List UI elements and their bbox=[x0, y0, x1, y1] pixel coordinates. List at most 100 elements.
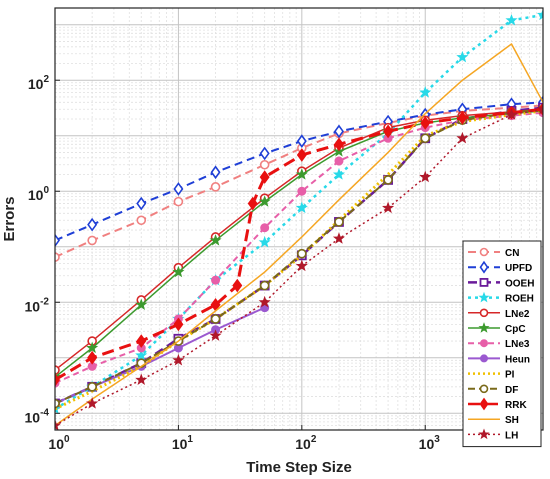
data-point-marker bbox=[480, 354, 488, 363]
plot-frame bbox=[54, 7, 544, 431]
legend-item-df: DF bbox=[468, 384, 518, 396]
data-point-marker bbox=[456, 131, 469, 144]
legend-item-rrk: RRK bbox=[468, 397, 527, 411]
data-point-marker bbox=[295, 168, 308, 180]
legend-label: CpC bbox=[505, 324, 526, 335]
data-point-marker bbox=[258, 195, 271, 207]
data-point-marker bbox=[480, 339, 488, 348]
data-point-marker bbox=[457, 110, 468, 125]
data-point-marker bbox=[210, 314, 221, 324]
legend-item-cn: CN bbox=[468, 247, 519, 259]
legend-item-cpc: CpC bbox=[468, 322, 526, 335]
legend-label: ROEH bbox=[505, 294, 534, 305]
data-point-marker bbox=[172, 353, 185, 366]
legend-item-roeh: ROEH bbox=[468, 291, 534, 305]
y-tick-label: 10-2 bbox=[25, 296, 50, 314]
data-point-marker bbox=[383, 124, 394, 139]
legend-item-pi: PI bbox=[468, 370, 515, 381]
axis-ticks: 100 101 102 103 10-4 10-2 100 102 bbox=[25, 74, 441, 452]
grid-lines bbox=[54, 7, 544, 431]
data-point-marker bbox=[173, 317, 184, 332]
data-point-marker bbox=[55, 252, 60, 262]
legend-item-upfd: UPFD bbox=[468, 260, 532, 274]
data-point-marker bbox=[478, 291, 490, 303]
legend-item-ooeh: OOEH bbox=[468, 277, 534, 289]
legend-item-heun: Heun bbox=[468, 354, 530, 365]
data-point-marker bbox=[333, 137, 344, 152]
data-point-marker bbox=[209, 234, 222, 246]
data-point-marker bbox=[332, 168, 346, 180]
series-sh bbox=[55, 43, 543, 427]
legend-label: Heun bbox=[505, 354, 530, 365]
data-point-marker bbox=[479, 397, 489, 411]
data-point-marker bbox=[383, 175, 393, 185]
data-point-marker bbox=[297, 186, 307, 196]
data-point-marker bbox=[211, 275, 221, 285]
data-point-marker bbox=[87, 382, 97, 392]
data-point-marker bbox=[55, 365, 60, 375]
data-point-marker bbox=[55, 402, 62, 415]
series-line bbox=[55, 107, 543, 382]
data-point-marker bbox=[136, 215, 147, 226]
data-point-marker bbox=[135, 349, 148, 361]
data-point-marker bbox=[259, 280, 270, 291]
legend-label: SH bbox=[505, 415, 519, 426]
data-point-marker bbox=[55, 419, 62, 430]
data-point-marker bbox=[210, 182, 221, 192]
legend-item-lne3: LNe3 bbox=[468, 339, 530, 350]
x-tick-label: 101 bbox=[172, 434, 194, 452]
data-point-marker bbox=[259, 170, 270, 184]
data-point-marker bbox=[259, 146, 270, 161]
data-point-marker bbox=[478, 428, 490, 440]
y-tick-label: 100 bbox=[28, 185, 50, 203]
data-point-marker bbox=[479, 247, 489, 257]
legend-label: LH bbox=[505, 430, 518, 441]
x-tick-label: 103 bbox=[419, 434, 441, 452]
series-lines bbox=[55, 8, 543, 430]
data-point-marker bbox=[136, 334, 147, 348]
data-point-marker bbox=[536, 102, 543, 115]
data-point-marker bbox=[334, 156, 344, 166]
legend-label: PI bbox=[505, 370, 515, 381]
data-point-marker bbox=[297, 248, 307, 259]
data-point-marker bbox=[172, 265, 185, 278]
data-point-marker bbox=[232, 278, 243, 293]
data-point-marker bbox=[478, 322, 490, 333]
legend-label: CN bbox=[505, 248, 519, 259]
data-point-marker bbox=[210, 165, 221, 180]
data-point-marker bbox=[420, 116, 431, 130]
data-point-marker bbox=[333, 124, 344, 139]
data-point-marker bbox=[55, 373, 60, 387]
legend-label: RRK bbox=[505, 400, 527, 411]
data-point-marker bbox=[260, 223, 270, 233]
data-point-marker bbox=[259, 159, 270, 170]
legend-label: UPFD bbox=[505, 263, 532, 274]
legend-item-lh: LH bbox=[468, 428, 518, 441]
data-point-marker bbox=[87, 235, 97, 246]
data-point-marker bbox=[258, 295, 271, 308]
data-point-marker bbox=[55, 398, 60, 409]
x-tick-label: 100 bbox=[48, 434, 70, 452]
data-point-marker bbox=[258, 236, 271, 248]
data-point-marker bbox=[479, 308, 489, 318]
y-tick-label: 10-4 bbox=[25, 407, 50, 425]
series-line bbox=[55, 43, 543, 427]
data-point-marker bbox=[296, 134, 307, 148]
data-point-marker bbox=[419, 170, 432, 183]
data-point-marker bbox=[55, 233, 60, 248]
data-point-marker bbox=[420, 133, 431, 144]
legend-item-sh: SH bbox=[468, 415, 519, 426]
x-axis-label: Time Step Size bbox=[246, 459, 352, 476]
data-point-marker bbox=[87, 217, 98, 232]
legend-label: DF bbox=[505, 385, 518, 396]
legend-label: OOEH bbox=[505, 278, 534, 289]
data-point-marker bbox=[87, 350, 98, 365]
data-point-marker bbox=[135, 298, 148, 310]
data-point-marker bbox=[382, 201, 395, 214]
data-point-marker bbox=[456, 50, 469, 63]
y-axis-label: Errors bbox=[1, 196, 18, 241]
data-point-marker bbox=[247, 196, 258, 211]
legend-label: LNe2 bbox=[505, 309, 530, 320]
data-point-marker bbox=[479, 260, 489, 274]
